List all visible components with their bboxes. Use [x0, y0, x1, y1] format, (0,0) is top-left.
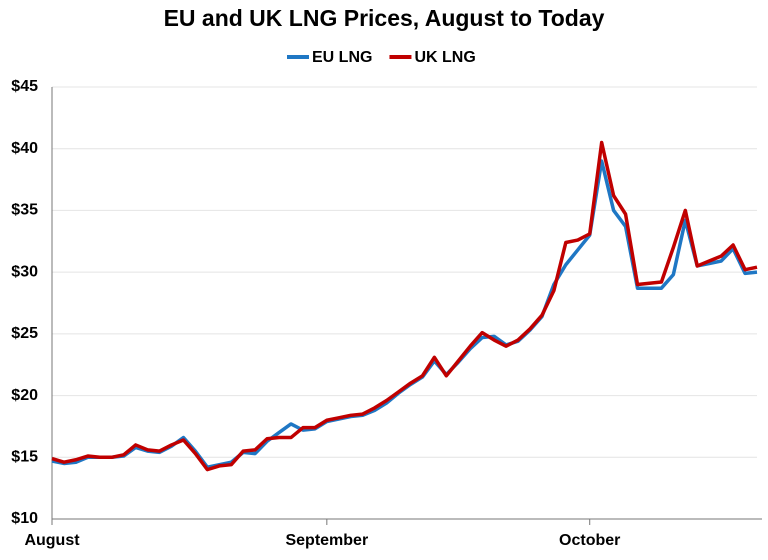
series-line [51, 140, 758, 472]
x-tick-label: September [285, 532, 368, 549]
y-tick-label: $30 [11, 263, 38, 280]
x-tick-label: August [24, 532, 80, 549]
legend-label: UK LNG [414, 49, 475, 66]
y-tick-label: $35 [11, 202, 38, 219]
y-tick-label: $10 [11, 510, 38, 527]
x-tick-label: October [559, 532, 620, 549]
chart-title: EU and UK LNG Prices, August to Today [164, 5, 605, 31]
y-tick-label: $25 [11, 325, 38, 342]
series-line [51, 159, 758, 469]
y-tick-label: $15 [11, 449, 38, 466]
y-tick-label: $20 [11, 387, 38, 404]
y-tick-label: $40 [11, 140, 38, 157]
legend-label: EU LNG [312, 49, 372, 66]
y-tick-label: $45 [11, 78, 38, 95]
